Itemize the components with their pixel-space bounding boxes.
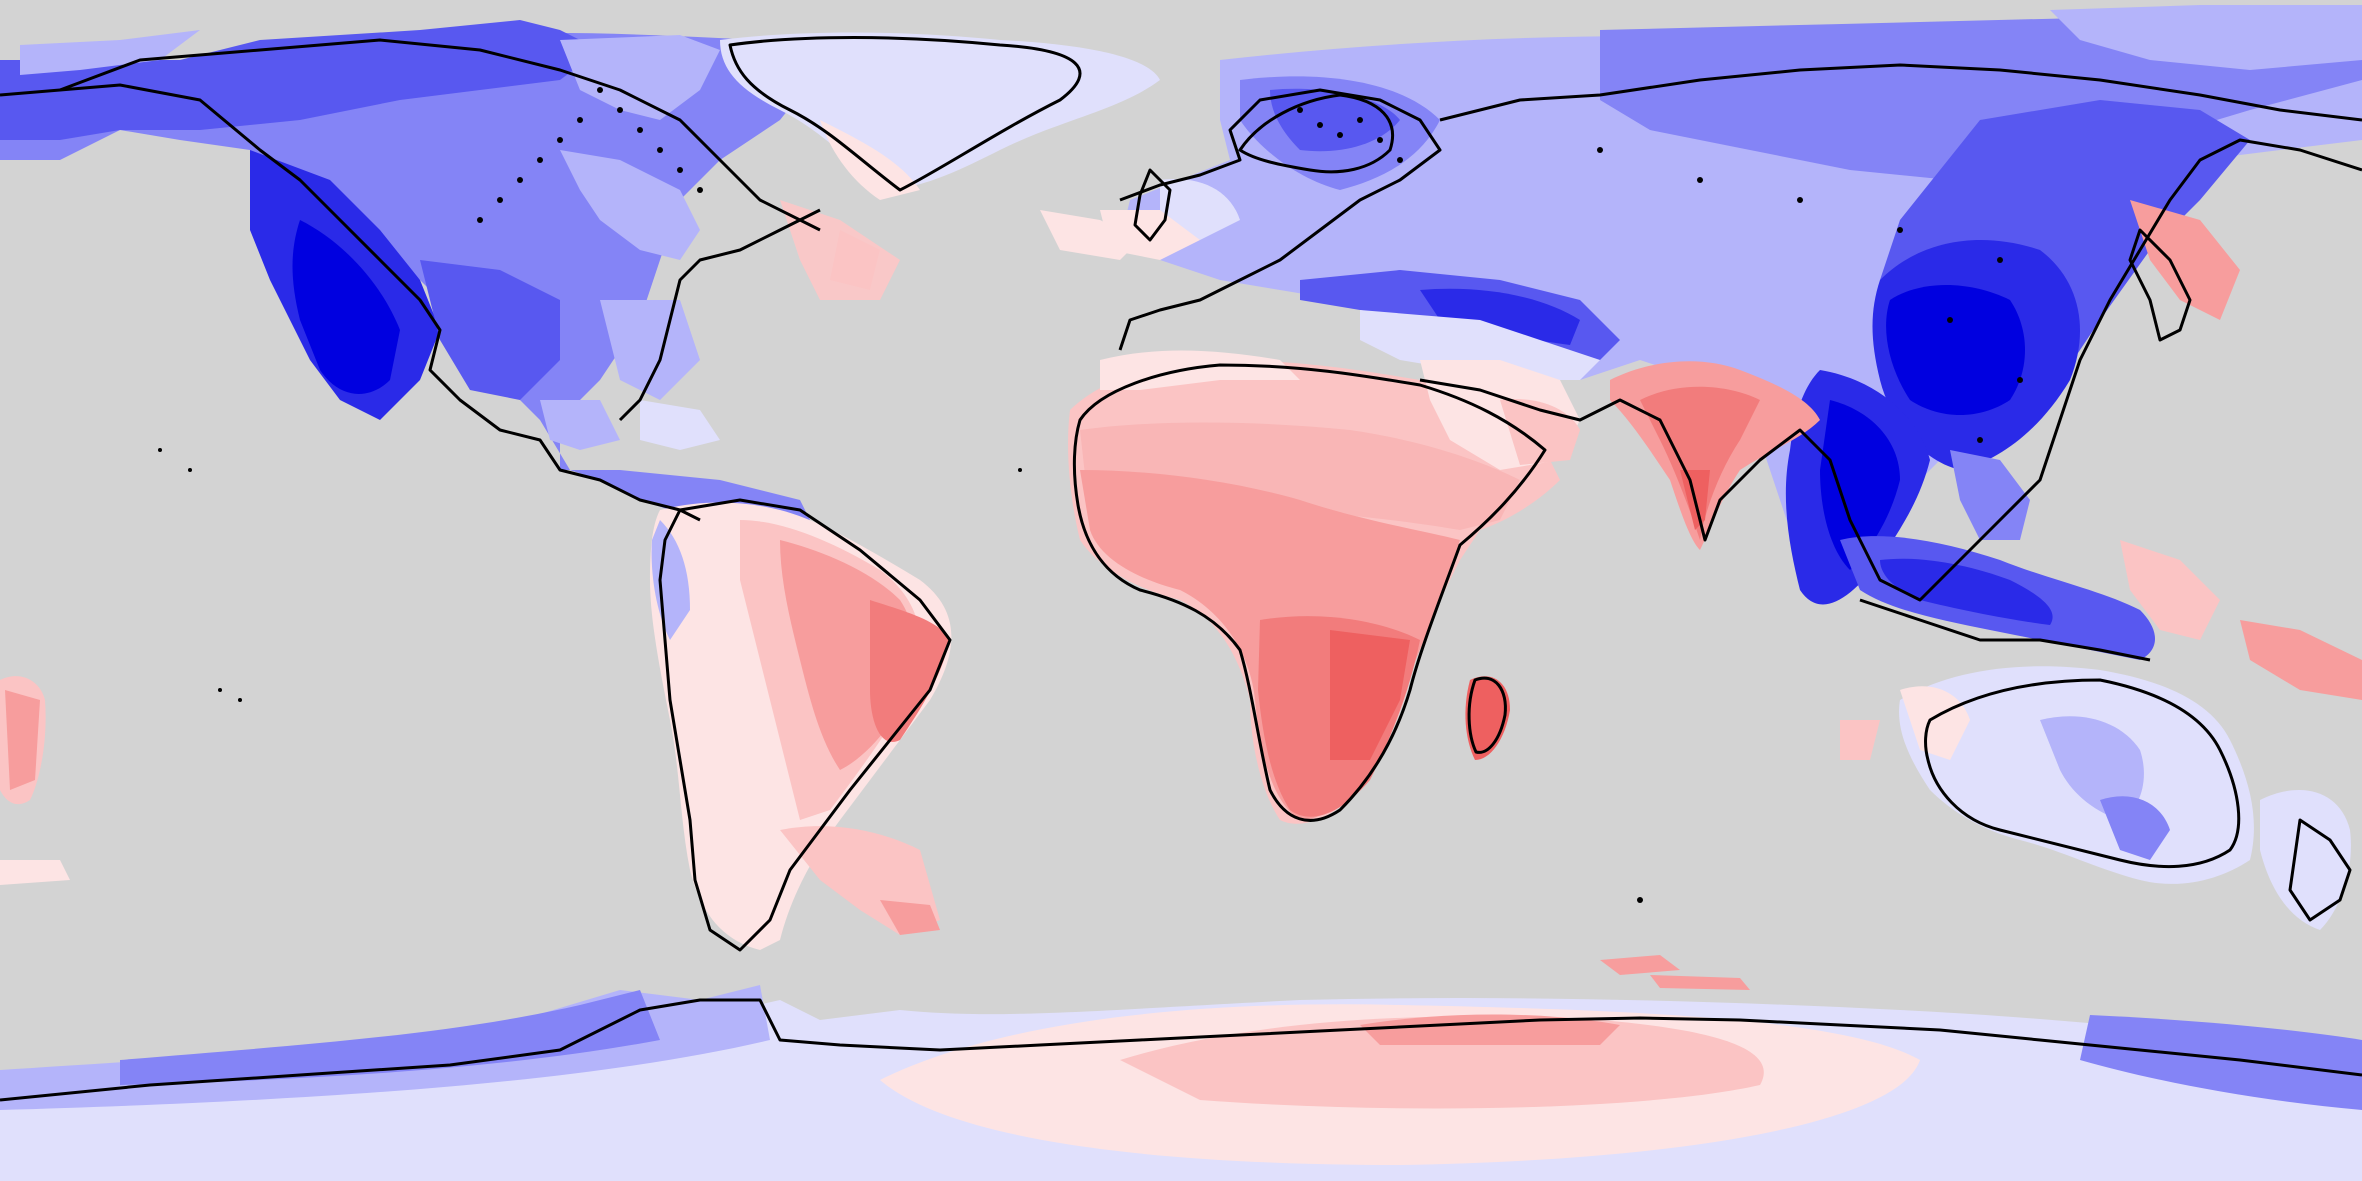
coastline-greenland [728, 36, 1082, 192]
coastline-south-america [658, 498, 952, 952]
coastline-north-america [0, 83, 701, 522]
coastline-asia-south [1419, 138, 2362, 602]
coastline-scandinavia [1238, 93, 1395, 174]
coastline-uk [1133, 168, 1172, 242]
north-america-region [0, 20, 900, 541]
coastlines [0, 36, 2362, 1102]
coastline-north-america-east [618, 208, 821, 422]
southeast-asia-region [1840, 200, 2362, 700]
coastline-indonesia [1859, 598, 2151, 662]
coastline-details [158, 87, 2023, 903]
coastline-europe [1118, 88, 1442, 351]
australia-region [0, 666, 2351, 930]
coastline-madagascar [1467, 676, 1507, 754]
coastline-africa [1072, 363, 1547, 822]
south-america-region [650, 502, 952, 950]
antarctica-region [0, 860, 2362, 1181]
coastline-antarctica [0, 998, 2362, 1102]
coastline-north-america-north [59, 38, 821, 232]
coastline-new-zealand [2288, 818, 2352, 922]
coastline-asia-north [1439, 63, 2362, 122]
eurasia-region [1100, 5, 2362, 605]
coastline-australia [1924, 678, 2241, 868]
coastline-japan [2128, 228, 2192, 342]
